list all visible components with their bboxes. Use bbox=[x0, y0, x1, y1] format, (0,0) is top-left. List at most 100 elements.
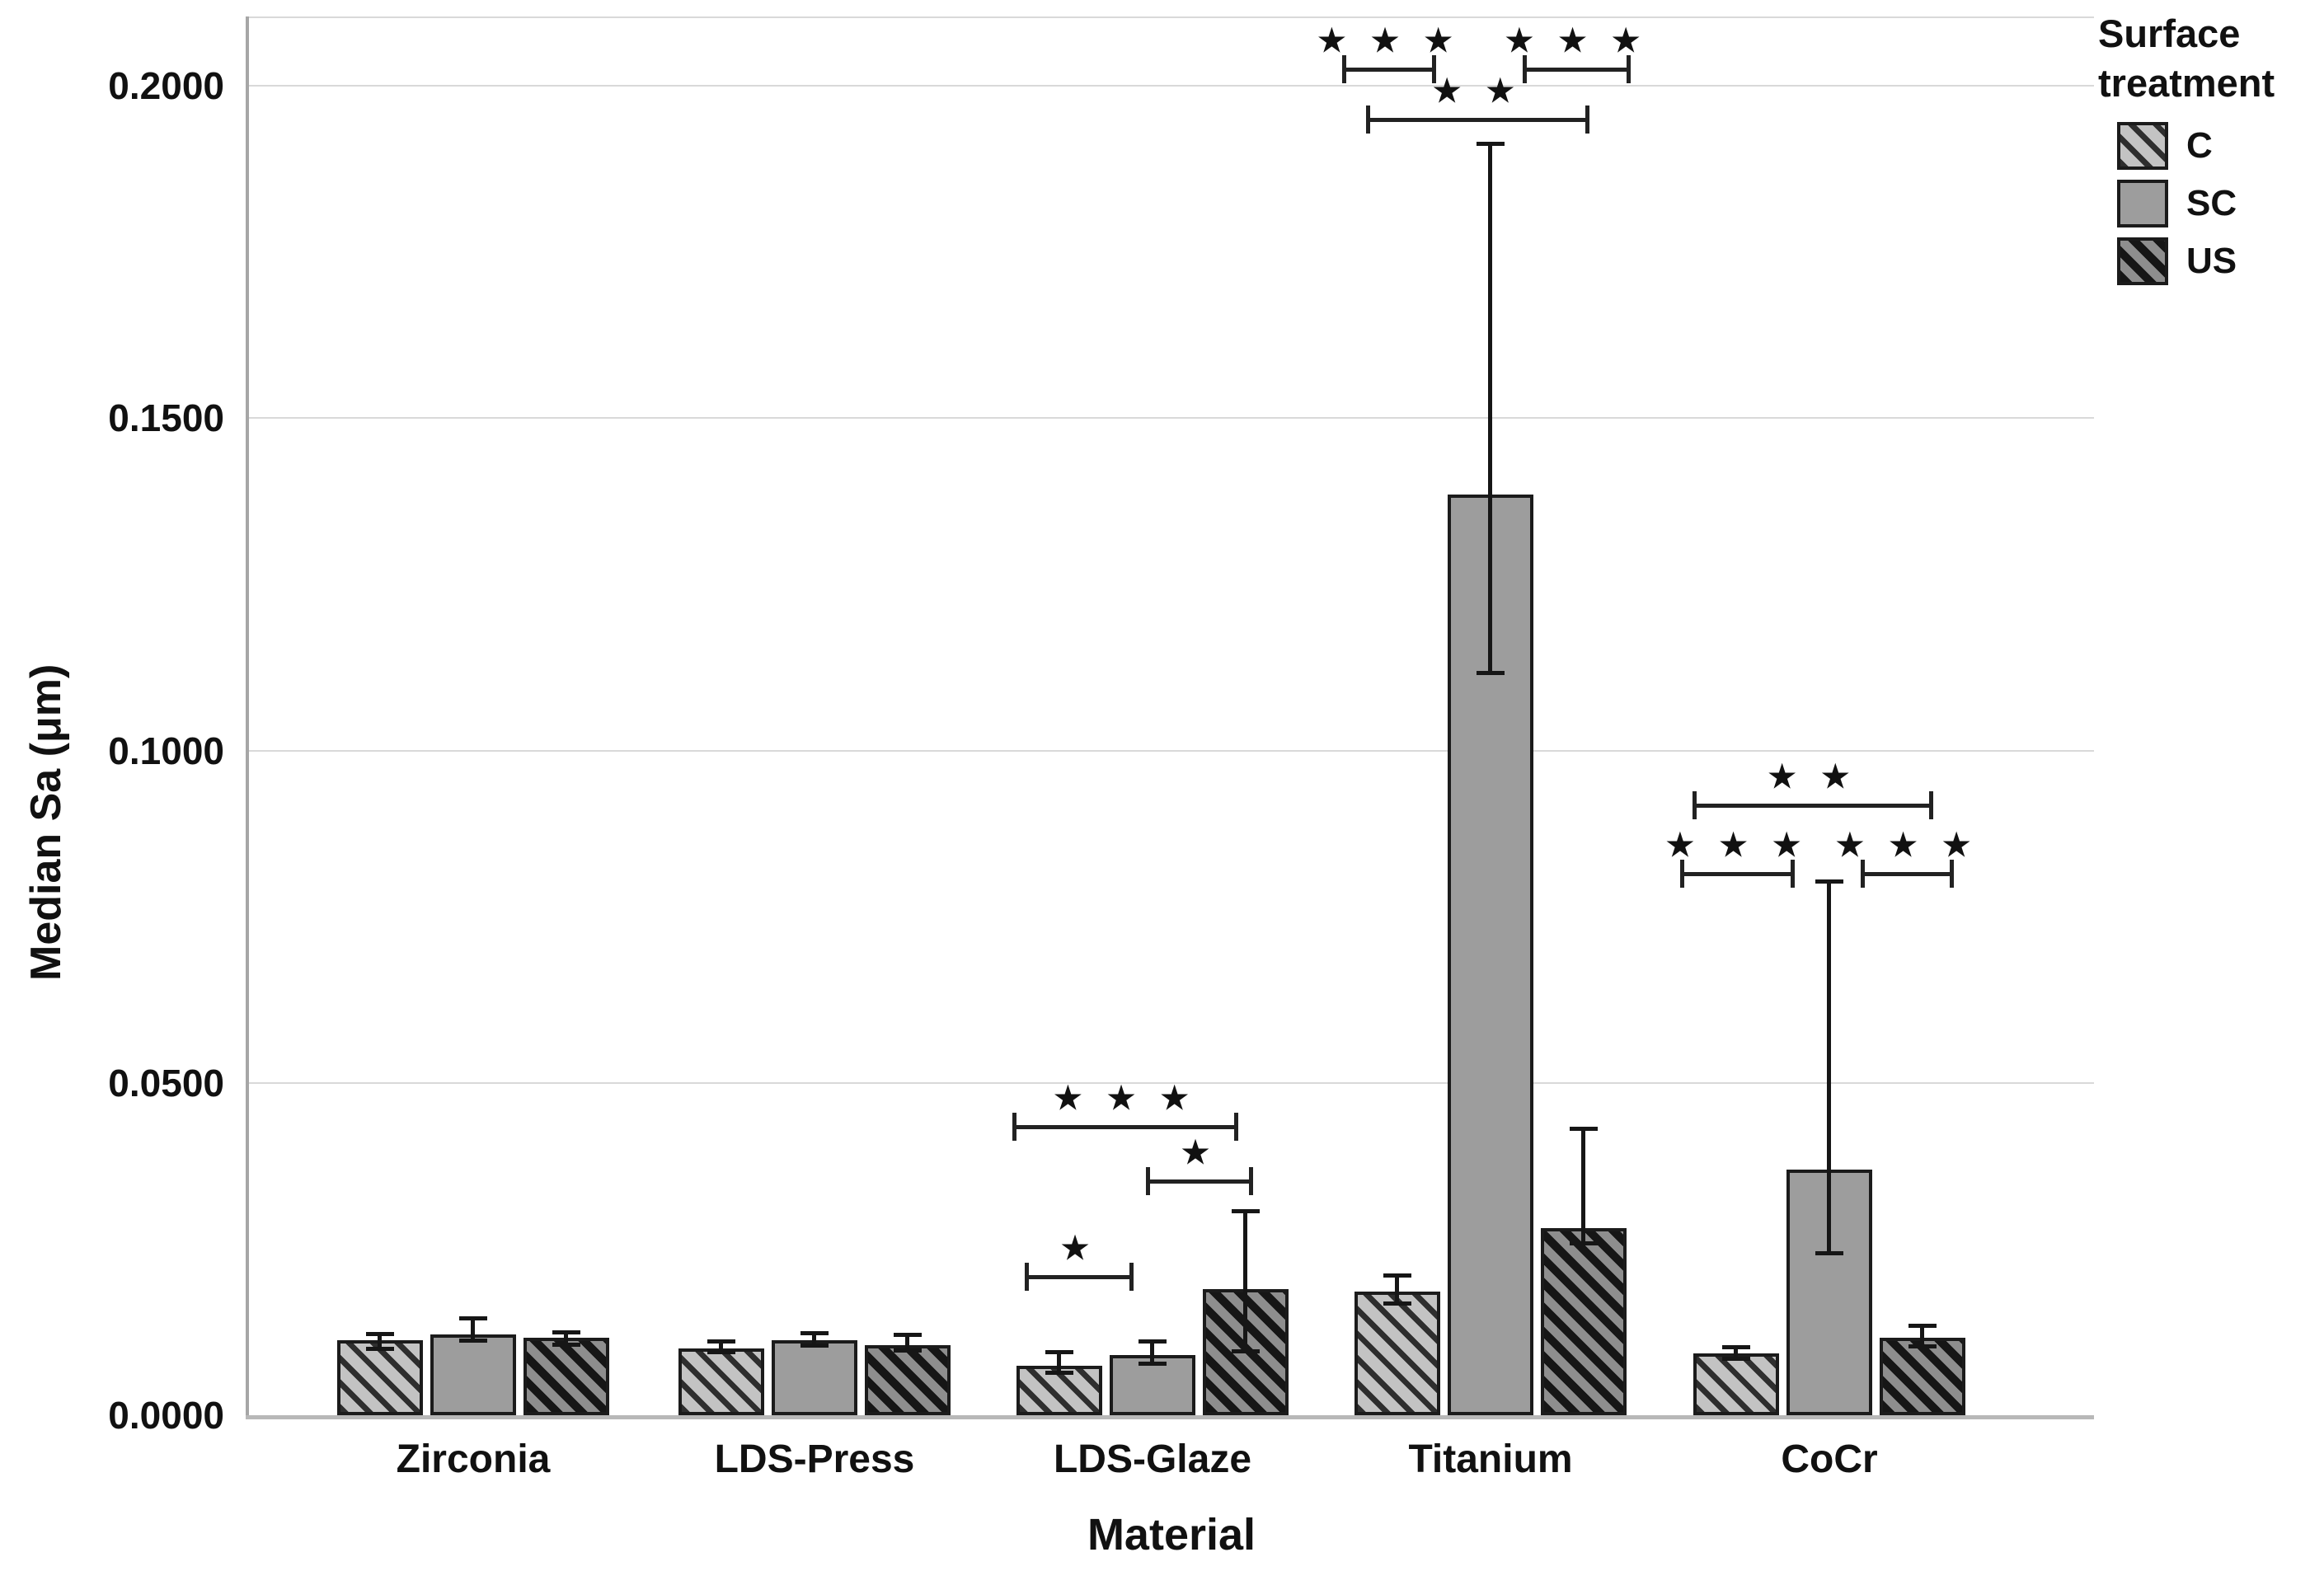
bar-CoCr-US bbox=[1880, 1338, 1965, 1415]
legend-label-SC: SC bbox=[2186, 183, 2237, 223]
sig-bracket-CoCr-C-US bbox=[1693, 804, 1933, 809]
error-cap-top-LDS-Press-US bbox=[894, 1332, 922, 1337]
sig-bracket-LDS-Glaze-C-US bbox=[1012, 1124, 1238, 1129]
gridline-0.2000 bbox=[249, 85, 2094, 87]
error-cap-bottom-Titanium-SC bbox=[1477, 671, 1505, 676]
error-cap-top-Titanium-C bbox=[1383, 1273, 1411, 1278]
bar-Zirconia-US bbox=[523, 1338, 609, 1415]
y-tick-label-0.1000: 0.1000 bbox=[108, 729, 224, 772]
sig-bracket-Titanium-C-SC bbox=[1342, 68, 1436, 73]
sig-bracket-LDS-Glaze-SC-US-left-tick bbox=[1146, 1166, 1150, 1195]
error-cap-top-Zirconia-SC bbox=[459, 1316, 487, 1321]
legend-label-US: US bbox=[2186, 241, 2237, 281]
error-bar-Titanium-C bbox=[1395, 1274, 1399, 1303]
error-cap-top-CoCr-US bbox=[1908, 1324, 1937, 1329]
sig-bracket-LDS-Glaze-C-SC-right-tick bbox=[1129, 1262, 1134, 1291]
sig-bracket-CoCr-SC-US-stars: ★ ★ ★ bbox=[1835, 828, 1979, 864]
error-bar-CoCr-US bbox=[1920, 1325, 1924, 1347]
error-cap-top-Zirconia-C bbox=[366, 1331, 394, 1336]
plot-top-frame bbox=[249, 16, 2094, 18]
y-axis-title: Median Sa (μm) bbox=[22, 664, 70, 981]
x-axis-title: Material bbox=[1087, 1510, 1256, 1559]
error-cap-bottom-CoCr-US bbox=[1908, 1344, 1937, 1349]
sig-bracket-LDS-Glaze-C-SC-stars: ★ bbox=[1060, 1231, 1098, 1266]
bar-Titanium-C bbox=[1354, 1291, 1440, 1415]
sig-bracket-CoCr-C-SC-right-tick bbox=[1791, 860, 1795, 889]
error-cap-top-Titanium-SC bbox=[1477, 142, 1505, 147]
sig-bracket-Titanium-SC-US-left-tick bbox=[1523, 55, 1527, 84]
x-tick-label-LDS-Glaze: LDS-Glaze bbox=[1053, 1437, 1252, 1481]
sig-bracket-Titanium-C-SC-right-tick bbox=[1432, 55, 1436, 84]
error-cap-top-LDS-Glaze-C bbox=[1045, 1350, 1073, 1355]
error-cap-top-Titanium-US bbox=[1570, 1126, 1598, 1131]
sig-bracket-LDS-Glaze-C-SC-left-tick bbox=[1025, 1262, 1029, 1291]
y-tick-label-0.0500: 0.0500 bbox=[108, 1061, 224, 1104]
gridline-0.1500 bbox=[249, 417, 2094, 420]
error-cap-bottom-Zirconia-US bbox=[552, 1342, 580, 1347]
x-tick-label-Zirconia: Zirconia bbox=[396, 1437, 551, 1481]
sig-bracket-LDS-Glaze-SC-US-stars: ★ bbox=[1181, 1135, 1218, 1170]
error-cap-top-LDS-Press-SC bbox=[800, 1330, 829, 1335]
error-cap-bottom-CoCr-SC bbox=[1815, 1251, 1843, 1256]
sig-bracket-Titanium-SC-US bbox=[1523, 68, 1631, 73]
x-tick-label-CoCr: CoCr bbox=[1781, 1437, 1878, 1481]
legend-title-line2: treatment bbox=[2098, 61, 2275, 105]
error-cap-bottom-LDS-Glaze-SC bbox=[1139, 1362, 1167, 1367]
error-cap-bottom-LDS-Press-SC bbox=[800, 1344, 829, 1348]
error-cap-top-CoCr-C bbox=[1722, 1344, 1750, 1349]
error-bar-Titanium-US bbox=[1581, 1128, 1585, 1244]
gridline-0.1000 bbox=[249, 749, 2094, 752]
error-cap-top-Zirconia-US bbox=[552, 1330, 580, 1335]
y-tick-label-0.1500: 0.1500 bbox=[108, 396, 224, 440]
error-bar-Zirconia-SC bbox=[471, 1318, 475, 1340]
sig-bracket-Titanium-C-US-right-tick bbox=[1585, 105, 1589, 134]
error-bar-LDS-Press-C bbox=[719, 1341, 723, 1352]
y-tick-label-0.0000: 0.0000 bbox=[108, 1394, 224, 1437]
sig-bracket-CoCr-C-US-stars: ★ ★ bbox=[1768, 760, 1858, 795]
error-bar-Zirconia-US bbox=[564, 1332, 568, 1344]
sig-bracket-LDS-Glaze-C-SC bbox=[1025, 1274, 1134, 1279]
legend-title-line1: Surface bbox=[2098, 12, 2241, 55]
sig-bracket-CoCr-C-US-right-tick bbox=[1929, 791, 1933, 820]
error-cap-bottom-LDS-Glaze-US bbox=[1232, 1348, 1260, 1353]
error-bar-LDS-Press-US bbox=[905, 1334, 909, 1350]
sig-bracket-LDS-Glaze-C-US-stars: ★ ★ ★ bbox=[1054, 1081, 1197, 1116]
sig-bracket-CoCr-SC-US-left-tick bbox=[1861, 860, 1865, 889]
sig-bracket-Titanium-C-US-left-tick bbox=[1366, 105, 1370, 134]
sig-bracket-Titanium-SC-US-right-tick bbox=[1627, 55, 1631, 84]
error-bar-LDS-Glaze-C bbox=[1057, 1352, 1061, 1373]
sig-bracket-CoCr-C-SC-stars: ★ ★ ★ bbox=[1665, 828, 1810, 864]
error-cap-top-LDS-Glaze-US bbox=[1232, 1209, 1260, 1214]
y-axis-line bbox=[246, 16, 249, 1415]
sig-bracket-LDS-Glaze-C-US-right-tick bbox=[1234, 1112, 1238, 1141]
error-cap-bottom-Zirconia-SC bbox=[459, 1338, 487, 1343]
sig-bracket-CoCr-SC-US-right-tick bbox=[1950, 860, 1954, 889]
sig-bracket-CoCr-C-US-left-tick bbox=[1693, 791, 1697, 820]
bar-Titanium-US bbox=[1541, 1228, 1627, 1415]
error-cap-top-LDS-Glaze-SC bbox=[1139, 1339, 1167, 1344]
error-bar-Zirconia-C bbox=[378, 1333, 382, 1348]
error-bar-LDS-Glaze-US bbox=[1243, 1211, 1247, 1351]
error-cap-bottom-Titanium-US bbox=[1570, 1241, 1598, 1246]
gridline-0.0500 bbox=[249, 1081, 2094, 1084]
error-cap-bottom-LDS-Glaze-C bbox=[1045, 1371, 1073, 1376]
legend-swatch-US bbox=[2117, 237, 2168, 285]
sig-bracket-Titanium-C-US bbox=[1366, 117, 1589, 122]
bar-CoCr-C bbox=[1693, 1353, 1779, 1415]
legend-swatch-C bbox=[2117, 122, 2168, 170]
sig-bracket-Titanium-SC-US-stars: ★ ★ ★ bbox=[1505, 24, 1649, 59]
sig-bracket-CoCr-C-SC-left-tick bbox=[1680, 860, 1684, 889]
sig-bracket-Titanium-C-SC-stars: ★ ★ ★ bbox=[1317, 24, 1461, 59]
sig-bracket-Titanium-C-SC-left-tick bbox=[1342, 55, 1346, 84]
error-bar-CoCr-SC bbox=[1827, 881, 1831, 1254]
x-axis-line bbox=[246, 1415, 2094, 1419]
legend-swatch-SC bbox=[2117, 180, 2168, 227]
error-cap-top-CoCr-SC bbox=[1815, 879, 1843, 884]
error-cap-bottom-LDS-Press-US bbox=[894, 1348, 922, 1353]
error-cap-top-LDS-Press-C bbox=[707, 1339, 735, 1344]
sig-bracket-CoCr-C-SC bbox=[1680, 872, 1795, 877]
bar-LDS-Press-US bbox=[865, 1345, 951, 1415]
x-tick-label-Titanium: Titanium bbox=[1408, 1437, 1573, 1481]
sig-bracket-LDS-Glaze-SC-US bbox=[1146, 1179, 1253, 1184]
